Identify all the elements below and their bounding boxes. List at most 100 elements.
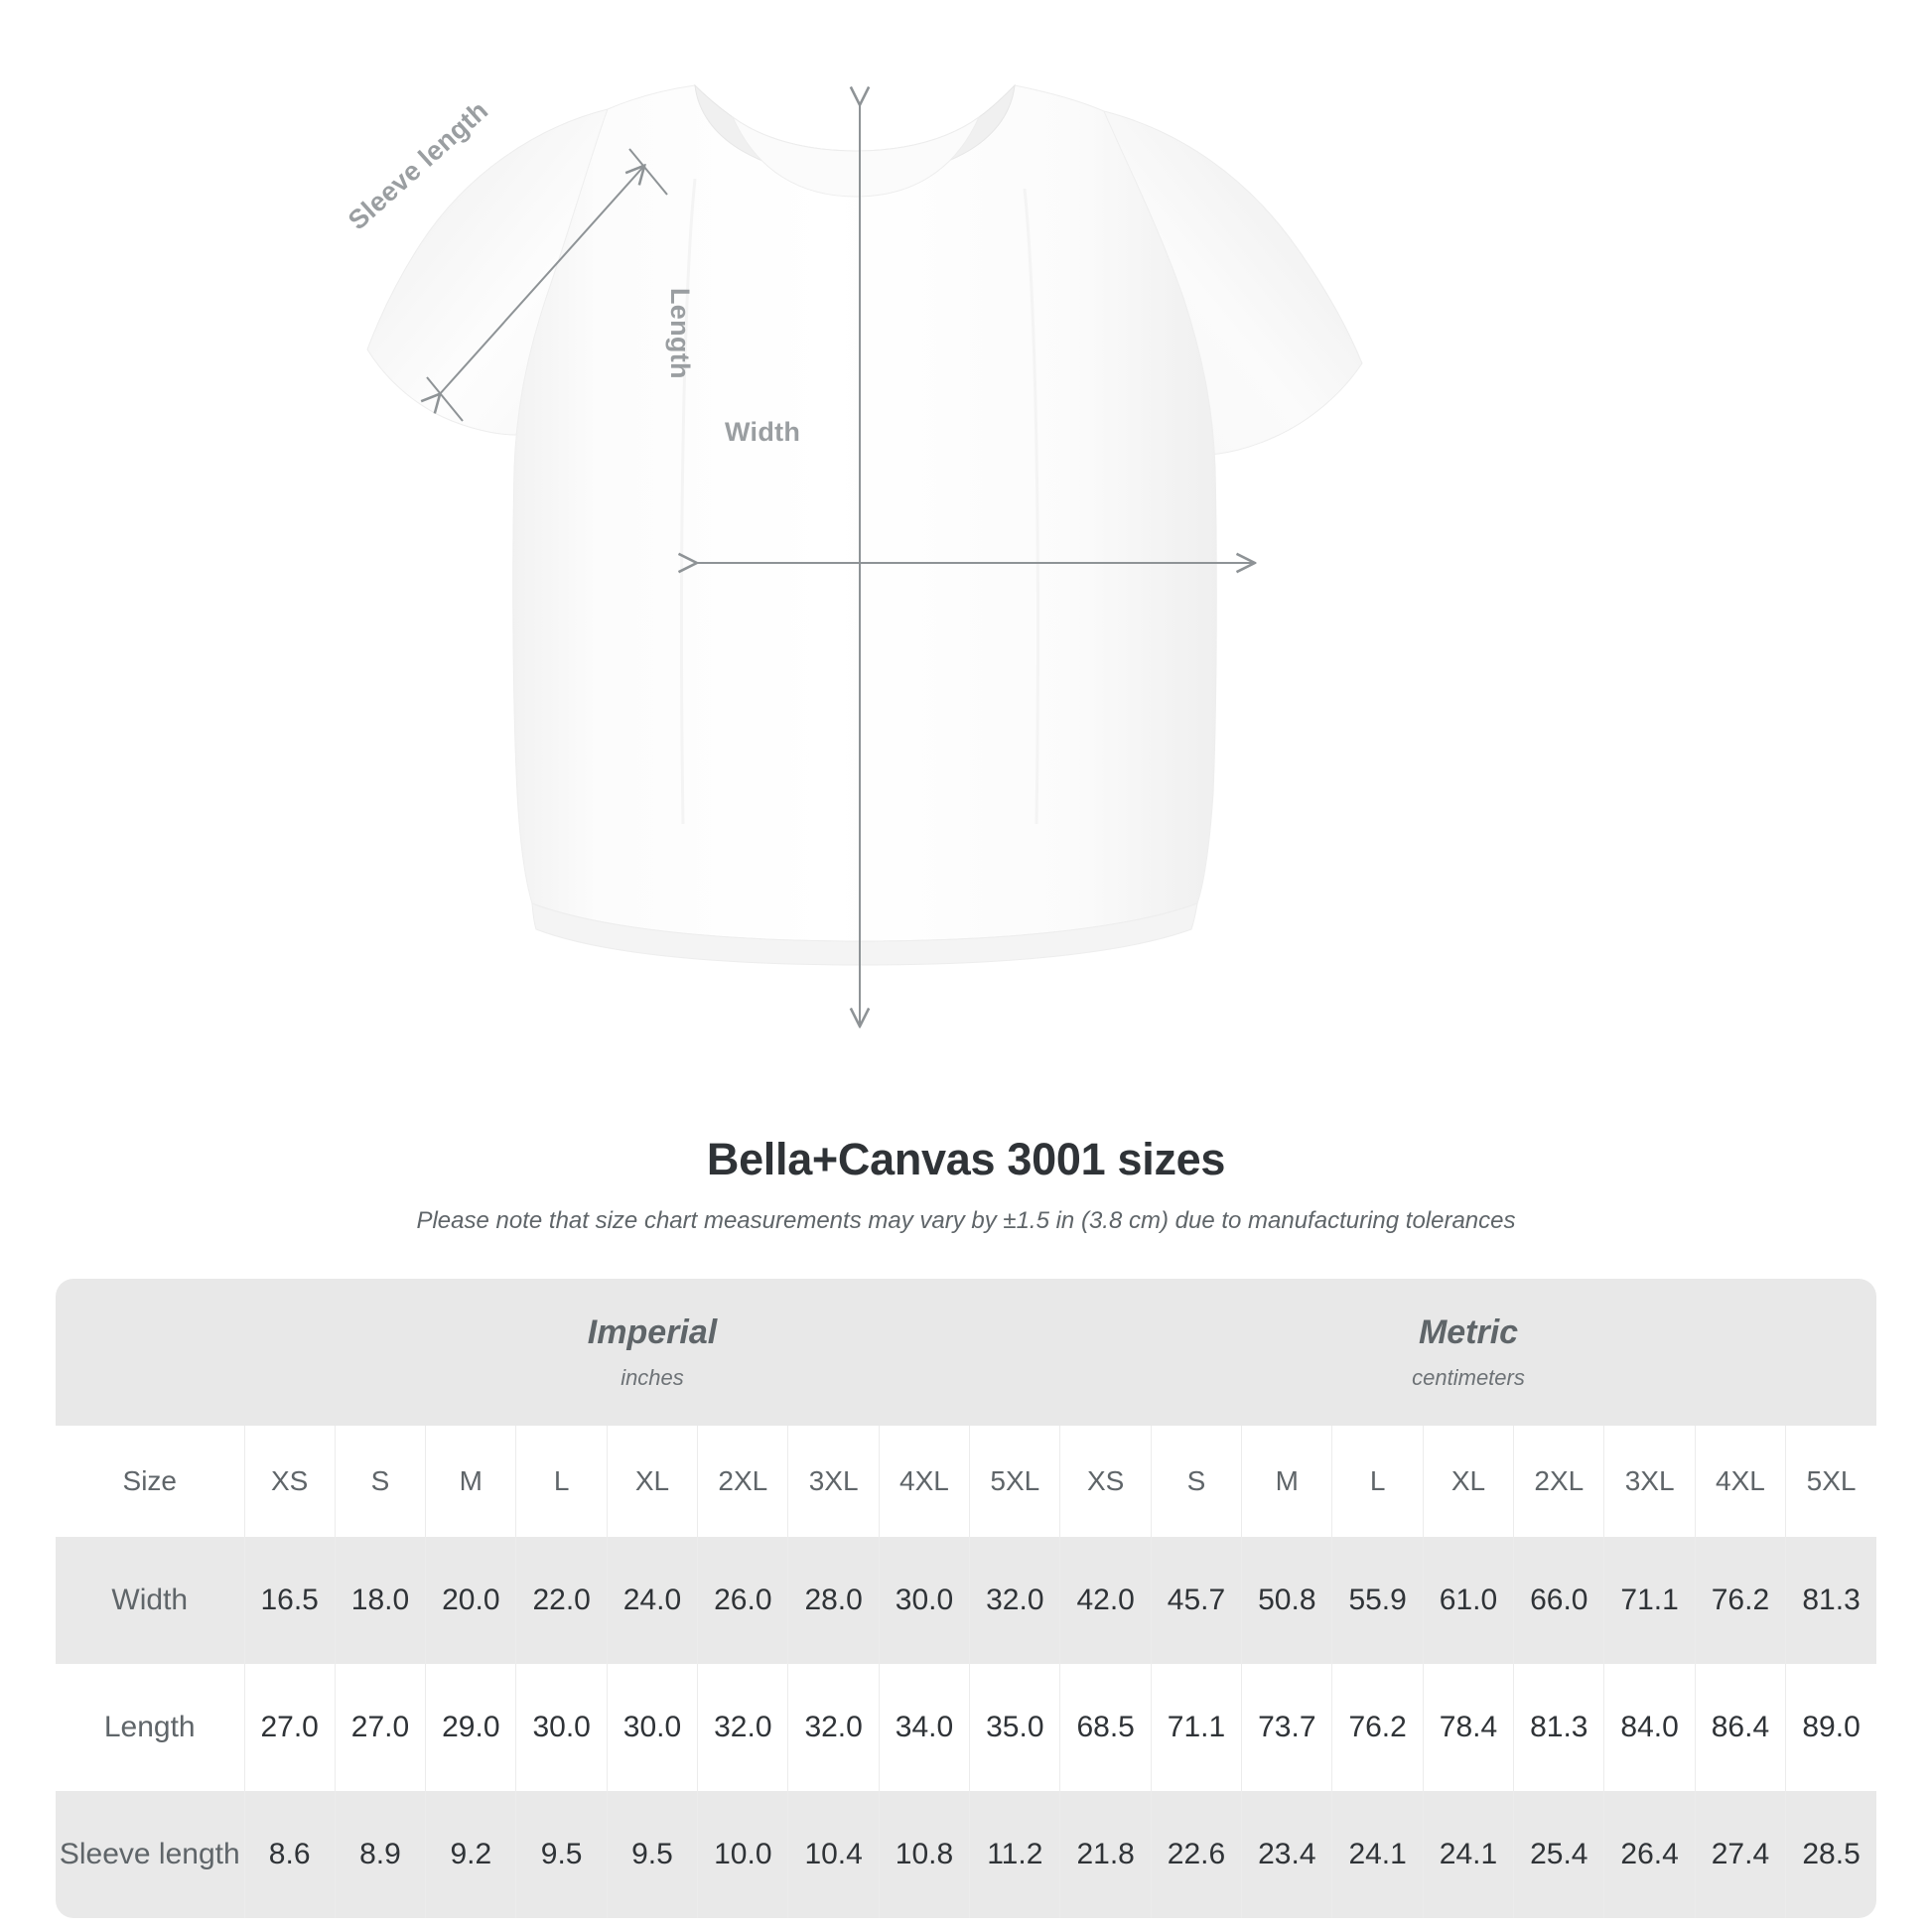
cell-sleeve-length-imperial-xs: 8.6 xyxy=(243,1791,336,1918)
sleeve-tick-bottom xyxy=(426,376,464,422)
cell-length-metric-xs: 68.5 xyxy=(1059,1664,1152,1791)
size-header-imperial-s: S xyxy=(334,1426,426,1537)
cell-width-metric-s: 45.7 xyxy=(1150,1537,1242,1664)
cell-sleeve-length-metric-s: 22.6 xyxy=(1150,1791,1242,1918)
cell-sleeve-length-metric-3xl: 26.4 xyxy=(1603,1791,1696,1918)
cell-width-imperial-s: 18.0 xyxy=(334,1537,426,1664)
cell-width-imperial-3xl: 28.0 xyxy=(787,1537,880,1664)
cell-width-imperial-m: 20.0 xyxy=(425,1537,516,1664)
cell-width-imperial-xl: 24.0 xyxy=(606,1537,698,1664)
cell-sleeve-length-metric-2xl: 25.4 xyxy=(1513,1791,1604,1918)
cell-width-imperial-xs: 16.5 xyxy=(243,1537,336,1664)
cell-sleeve-length-metric-m: 23.4 xyxy=(1241,1791,1332,1918)
cell-sleeve-length-imperial-xl: 9.5 xyxy=(606,1791,698,1918)
size-header-imperial-4xl: 4XL xyxy=(878,1426,970,1537)
cell-length-imperial-xl: 30.0 xyxy=(606,1664,698,1791)
cell-length-imperial-s: 27.0 xyxy=(334,1664,426,1791)
cell-length-imperial-5xl: 35.0 xyxy=(969,1664,1060,1791)
cell-length-metric-4xl: 86.4 xyxy=(1694,1664,1786,1791)
cell-width-metric-4xl: 76.2 xyxy=(1694,1537,1786,1664)
size-header-metric-2xl: 2XL xyxy=(1513,1426,1604,1537)
row-label-sleeve-length: Sleeve length xyxy=(56,1791,244,1918)
page-title: Bella+Canvas 3001 sizes xyxy=(706,1134,1226,1184)
tshirt-illustration: Sleeve length Length Width xyxy=(343,83,1363,1122)
cell-width-metric-l: 55.9 xyxy=(1331,1537,1424,1664)
cell-sleeve-length-metric-l: 24.1 xyxy=(1331,1791,1424,1918)
cell-sleeve-length-metric-xs: 21.8 xyxy=(1059,1791,1152,1918)
size-header-label: Size xyxy=(56,1426,244,1537)
shirt-hem xyxy=(531,902,1198,966)
size-header-metric-4xl: 4XL xyxy=(1694,1426,1786,1537)
unit-group-name: Imperial xyxy=(587,1313,718,1352)
unit-group-name: Metric xyxy=(1418,1313,1519,1352)
unit-group-subtitle: centimeters xyxy=(1412,1364,1525,1390)
cell-length-metric-2xl: 81.3 xyxy=(1513,1664,1604,1791)
size-header-imperial-m: M xyxy=(425,1426,516,1537)
cell-width-metric-m: 50.8 xyxy=(1241,1537,1332,1664)
cell-length-imperial-3xl: 32.0 xyxy=(787,1664,880,1791)
size-header-metric-m: M xyxy=(1241,1426,1332,1537)
cell-length-metric-s: 71.1 xyxy=(1150,1664,1242,1791)
size-header-metric-5xl: 5XL xyxy=(1785,1426,1877,1537)
table-row: Length 27.0 27.0 29.0 30.0 30.0 32.0 32.0 34.0 35… xyxy=(56,1664,1877,1791)
table-row: Width 16.5 18.0 20.0 22.0 24.0 26.0 28.0 30.0 32.… xyxy=(56,1537,1877,1664)
length-label: Length xyxy=(665,288,695,379)
cell-length-imperial-2xl: 32.0 xyxy=(697,1664,788,1791)
size-header-metric-s: S xyxy=(1150,1426,1242,1537)
cell-width-imperial-4xl: 30.0 xyxy=(878,1537,970,1664)
cell-width-metric-xl: 61.0 xyxy=(1422,1537,1514,1664)
cell-length-imperial-xs: 27.0 xyxy=(243,1664,336,1791)
cell-sleeve-length-imperial-s: 8.9 xyxy=(334,1791,426,1918)
tolerance-note: Please note that size chart measurements… xyxy=(416,1207,1516,1234)
fabric-fold-left xyxy=(680,178,697,825)
cell-length-imperial-l: 30.0 xyxy=(515,1664,608,1791)
shirt-body xyxy=(512,84,1217,942)
size-header-metric-xs: XS xyxy=(1059,1426,1152,1537)
unit-header-row: Imperial inches Metric centimeters xyxy=(56,1279,1877,1426)
size-header-imperial-l: L xyxy=(515,1426,608,1537)
size-header-imperial-2xl: 2XL xyxy=(697,1426,788,1537)
cell-length-metric-m: 73.7 xyxy=(1241,1664,1332,1791)
cell-width-metric-2xl: 66.0 xyxy=(1513,1537,1604,1664)
row-label-width: Width xyxy=(56,1537,244,1664)
tshirt-diagram-svg xyxy=(366,83,1363,1122)
cell-sleeve-length-metric-xl: 24.1 xyxy=(1422,1791,1514,1918)
size-header-imperial-3xl: 3XL xyxy=(787,1426,880,1537)
width-label: Width xyxy=(725,417,801,447)
cell-length-imperial-m: 29.0 xyxy=(425,1664,516,1791)
row-label-length: Length xyxy=(56,1664,244,1791)
unit-group-subtitle: inches xyxy=(621,1364,684,1390)
cell-sleeve-length-imperial-2xl: 10.0 xyxy=(697,1791,788,1918)
size-header-metric-l: L xyxy=(1331,1426,1424,1537)
cell-width-imperial-2xl: 26.0 xyxy=(697,1537,788,1664)
cell-sleeve-length-imperial-3xl: 10.4 xyxy=(787,1791,880,1918)
cell-length-metric-3xl: 84.0 xyxy=(1603,1664,1696,1791)
cell-sleeve-length-imperial-4xl: 10.8 xyxy=(878,1791,970,1918)
cell-width-imperial-l: 22.0 xyxy=(515,1537,608,1664)
cell-sleeve-length-metric-5xl: 28.5 xyxy=(1785,1791,1877,1918)
cell-width-metric-xs: 42.0 xyxy=(1059,1537,1152,1664)
cell-length-metric-5xl: 89.0 xyxy=(1785,1664,1877,1791)
sleeve-dimension-line xyxy=(439,167,643,395)
size-header-row: Size XS S M L XL 2XL 3XL 4XL 5XL XS S M L XL 2XL 3XL 4XL 5… xyxy=(56,1426,1877,1537)
table-row: Sleeve length 8.6 8.9 9.2 9.5 9.5 10.0 10.4 10.8… xyxy=(56,1791,1877,1918)
cell-sleeve-length-imperial-l: 9.5 xyxy=(515,1791,608,1918)
size-chart-table-wrapper: Imperial inches Metric centimeters Size XS S M L… xyxy=(56,1279,1877,1918)
size-header-metric-3xl: 3XL xyxy=(1603,1426,1696,1537)
sleeve-tick-top xyxy=(628,148,668,196)
size-header-imperial-5xl: 5XL xyxy=(969,1426,1060,1537)
cell-length-metric-l: 76.2 xyxy=(1331,1664,1424,1791)
cell-width-metric-3xl: 71.1 xyxy=(1603,1537,1696,1664)
cell-sleeve-length-imperial-5xl: 11.2 xyxy=(969,1791,1060,1918)
size-header-metric-xl: XL xyxy=(1422,1426,1514,1537)
unit-group-imperial: Imperial inches xyxy=(244,1279,1060,1426)
unit-header-spacer xyxy=(56,1279,244,1426)
cell-length-metric-xl: 78.4 xyxy=(1422,1664,1514,1791)
unit-group-metric: Metric centimeters xyxy=(1059,1279,1877,1426)
cell-sleeve-length-metric-4xl: 27.4 xyxy=(1694,1791,1786,1918)
size-header-imperial-xl: XL xyxy=(606,1426,698,1537)
heading-block: Bella+Canvas 3001 sizes Please note that… xyxy=(0,1134,1932,1235)
cell-sleeve-length-imperial-m: 9.2 xyxy=(425,1791,516,1918)
size-header-imperial-xs: XS xyxy=(243,1426,336,1537)
cell-width-imperial-5xl: 32.0 xyxy=(969,1537,1060,1664)
